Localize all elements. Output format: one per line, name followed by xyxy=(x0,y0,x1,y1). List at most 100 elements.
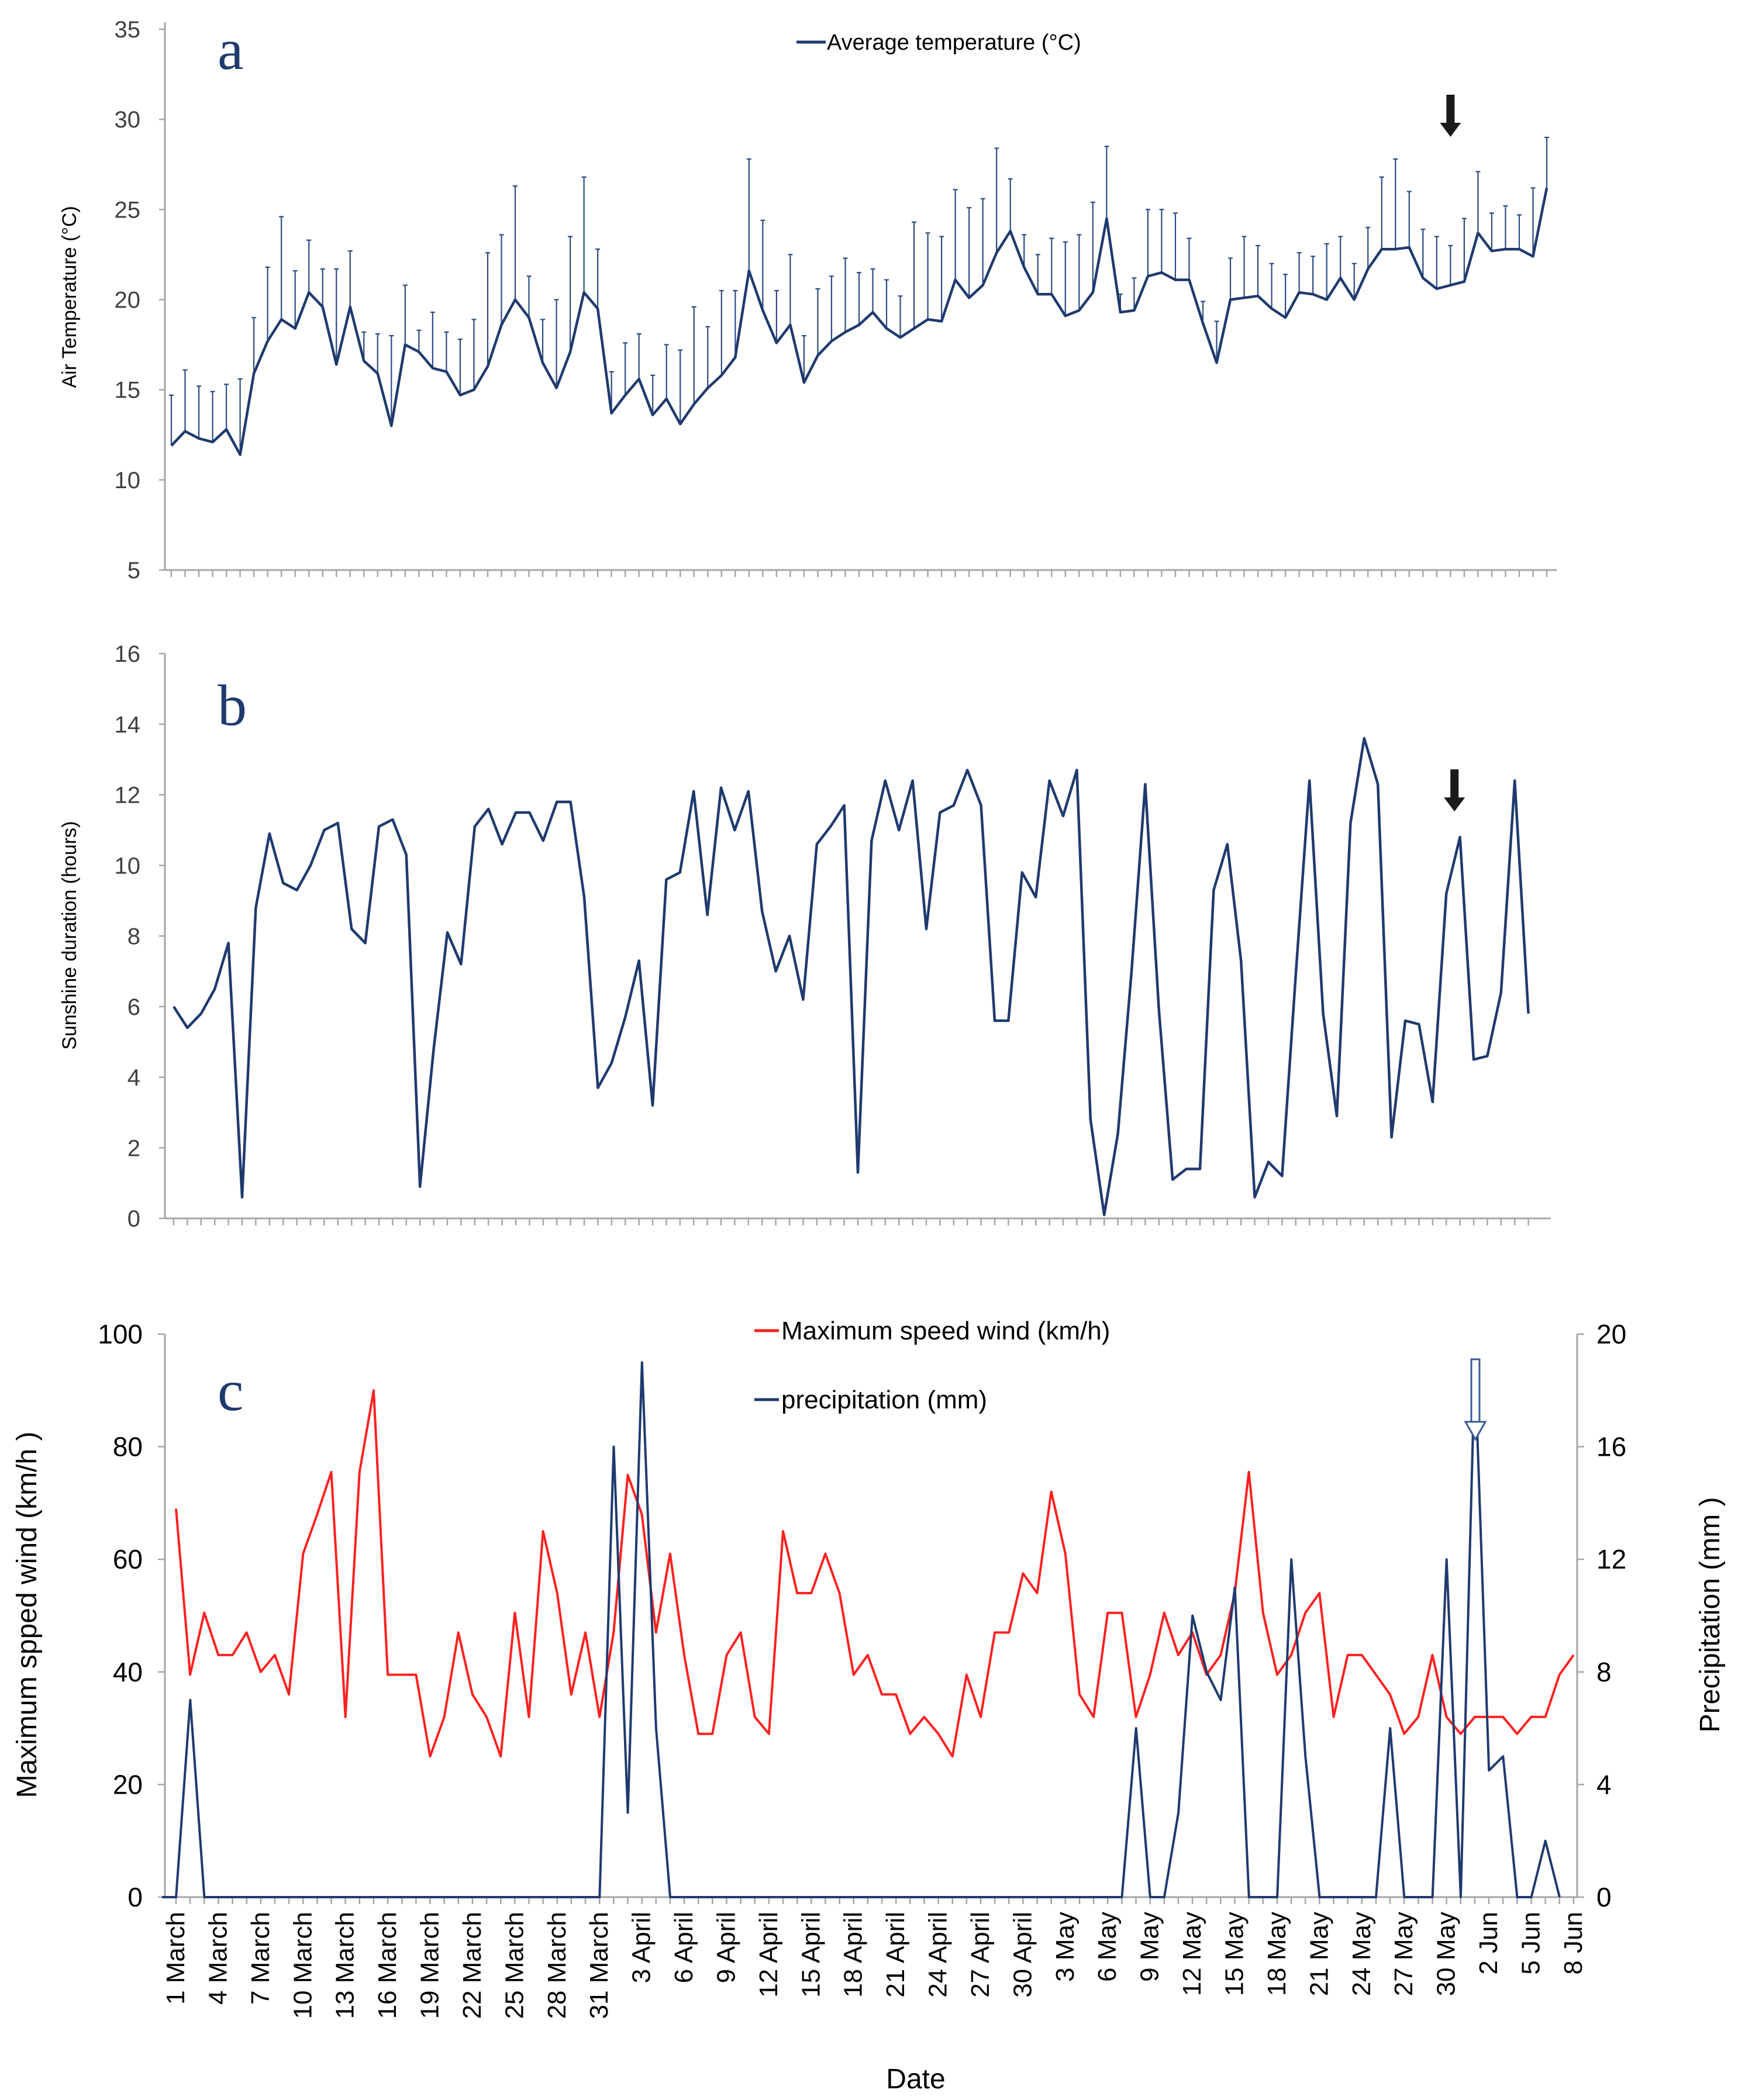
panel-c-left-y-tick-label: 80 xyxy=(113,1432,143,1462)
panel-a-y-tick-label: 5 xyxy=(127,558,140,583)
panel-c-left-y-tick-label: 100 xyxy=(98,1319,143,1349)
panel-c-date-label: 19 March xyxy=(416,1912,444,2019)
panel-a-y-tick-label: 35 xyxy=(115,17,141,43)
panel-a-arrow-head xyxy=(1440,123,1461,137)
panel-c-date-label: 6 May xyxy=(1093,1912,1122,1982)
panel-a-error-bars xyxy=(169,136,1549,455)
panel-c-left-y-tick-label: 0 xyxy=(127,1882,143,1912)
panel-c-right-y-ticks: 0 4 8 12 16 20 xyxy=(1577,1319,1626,1912)
panel-a-legend-label: Average temperature (°C) xyxy=(827,30,1081,55)
panel-c-legend-precip-label: precipitation (mm) xyxy=(781,1386,987,1414)
panel-b-letter: b xyxy=(218,673,247,738)
panel-b-sunshine: 0 2 4 6 8 10 12 14 16 b Sunshine duration (hours… xyxy=(58,641,1551,1232)
panel-c-right-y-tick-label: 20 xyxy=(1596,1319,1626,1349)
panel-b-y-tick-label: 6 xyxy=(127,994,140,1020)
panel-c-left-y-tick-label: 60 xyxy=(113,1544,143,1574)
panel-a-y-tick-label: 20 xyxy=(115,288,141,313)
panel-c-legend: Maximum speed wind (km/h) precipitation … xyxy=(754,1317,1110,1414)
panel-c-date-label: 3 April xyxy=(627,1912,656,1983)
panel-c-date-label: 25 March xyxy=(500,1912,529,2019)
panel-c-date-label: 2 Jun xyxy=(1474,1912,1503,1975)
panel-b-y-tick-label: 10 xyxy=(115,853,141,879)
panel-b-y-axis-title: Sunshine duration (hours) xyxy=(58,821,81,1049)
panel-a-y-ticks: 5 10 15 20 25 30 35 xyxy=(115,17,165,583)
panel-c-right-y-tick-label: 8 xyxy=(1596,1657,1612,1687)
panel-c-date-label: 9 April xyxy=(712,1912,740,1983)
panel-c-date-label: 15 May xyxy=(1220,1912,1249,1996)
panel-a-series xyxy=(170,187,1549,456)
panel-a-letter: a xyxy=(218,17,243,82)
panel-c-down-arrow-icon xyxy=(1464,1358,1487,1442)
panel-b-y-ticks: 0 2 4 6 8 10 12 14 16 xyxy=(115,641,165,1232)
panel-c-wind-precip: 0 20 40 60 80 100 0 4 8 12 16 20 1 March 4 March 7 M… xyxy=(12,1317,1726,2095)
panel-b-y-tick-label: 12 xyxy=(115,783,141,809)
panel-c-right-y-axis-title: Precipitation (mm ) xyxy=(1695,1497,1726,1733)
panel-c-date-label: 8 Jun xyxy=(1559,1912,1588,1975)
panel-c-series xyxy=(162,1361,1575,1898)
panel-c-x-ticks: 1 March 4 March 7 March 10 March 13 March 16 … xyxy=(161,1897,1588,2019)
panel-c-right-y-tick-label: 12 xyxy=(1596,1544,1626,1574)
panel-c-date-label: 16 March xyxy=(373,1912,402,2019)
panel-b-y-tick-label: 0 xyxy=(127,1206,140,1232)
panel-b-y-tick-label: 2 xyxy=(127,1135,140,1161)
panel-c-date-label: 15 April xyxy=(796,1912,825,1998)
panel-c-date-label: 24 May xyxy=(1347,1912,1376,1996)
panel-b-arrow-head xyxy=(1444,797,1465,811)
panel-c-date-label: 21 May xyxy=(1305,1912,1333,1996)
panel-a-temperature: 5 10 15 20 25 30 35 a Average temperature (°C)… xyxy=(58,17,1557,583)
panel-c-right-y-tick-label: 4 xyxy=(1596,1769,1612,1799)
panel-b-arrow-shaft xyxy=(1450,769,1459,799)
panel-c-left-y-tick-label: 40 xyxy=(113,1657,143,1687)
panel-a-y-tick-label: 15 xyxy=(115,378,141,403)
panel-c-date-label: 30 April xyxy=(1008,1912,1037,1998)
panel-c-letter: c xyxy=(218,1358,243,1423)
panel-c-date-label: 7 March xyxy=(246,1912,275,2005)
panel-c-date-label: 9 May xyxy=(1136,1912,1164,1982)
panel-a-y-axis-title: Air Temperature (°C) xyxy=(58,206,81,388)
panel-c-date-label: 27 April xyxy=(966,1912,995,1998)
panel-b-y-tick-label: 16 xyxy=(115,641,141,667)
panel-b-y-tick-label: 14 xyxy=(115,712,141,738)
panel-a-arrow-shaft xyxy=(1446,95,1455,124)
panel-c-legend-wind-label: Maximum speed wind (km/h) xyxy=(781,1317,1110,1345)
panel-b-x-ticks xyxy=(173,1218,1529,1225)
panel-b-y-tick-label: 4 xyxy=(127,1065,140,1091)
panel-c-date-label: 12 May xyxy=(1178,1912,1206,1996)
panel-c-date-label: 18 May xyxy=(1263,1912,1291,1996)
panel-c-date-label: 28 March xyxy=(543,1912,571,2019)
panel-a-down-arrow-icon xyxy=(1440,95,1461,137)
panel-c-right-y-tick-label: 16 xyxy=(1596,1432,1626,1462)
panel-c-date-label: 13 March xyxy=(331,1912,360,2019)
panel-c-date-label: 18 April xyxy=(839,1912,868,1998)
panel-c-date-label: 10 March xyxy=(288,1912,317,2019)
panel-a-legend: Average temperature (°C) xyxy=(796,30,1081,55)
panel-a-y-tick-label: 25 xyxy=(115,197,141,223)
panel-c-left-y-ticks: 0 20 40 60 80 100 xyxy=(98,1319,165,1912)
panel-c-date-label: 5 Jun xyxy=(1516,1912,1545,1975)
panel-a-y-tick-label: 30 xyxy=(115,107,141,133)
panel-b-y-tick-label: 8 xyxy=(127,924,140,949)
panel-c-date-label: 4 March xyxy=(204,1912,232,2005)
panel-c-arrow-shaft xyxy=(1470,1358,1481,1425)
panel-c-arrow-head xyxy=(1464,1421,1487,1442)
panel-c-date-label: 22 March xyxy=(458,1912,487,2019)
panel-c-left-y-axis-title: Maximum spped wind (km/h ) xyxy=(12,1432,43,1798)
panel-c-date-label: 6 April xyxy=(670,1912,698,1983)
panel-c-date-label: 12 April xyxy=(754,1912,783,1998)
panel-c-date-label: 27 May xyxy=(1389,1912,1418,1996)
panel-b-series xyxy=(173,737,1530,1217)
panel-c-wind-line xyxy=(175,1389,1575,1758)
panel-b-down-arrow-icon xyxy=(1444,769,1465,811)
panel-c-precip-line xyxy=(162,1361,1561,1898)
panel-a-y-tick-label: 10 xyxy=(115,468,141,493)
panel-c-date-label: 1 March xyxy=(161,1912,190,2005)
panel-c-date-label: 3 May xyxy=(1051,1912,1080,1982)
panel-a-x-ticks xyxy=(170,570,1548,577)
panel-c-left-y-tick-label: 20 xyxy=(113,1769,143,1799)
panel-c-date-label: 21 April xyxy=(881,1912,910,1998)
panel-c-right-y-tick-label: 0 xyxy=(1596,1882,1612,1912)
panel-c-date-label: 31 March xyxy=(585,1912,613,2019)
panel-c-date-label: 30 May xyxy=(1432,1912,1461,1996)
panel-c-date-label: 24 April xyxy=(924,1912,953,1998)
